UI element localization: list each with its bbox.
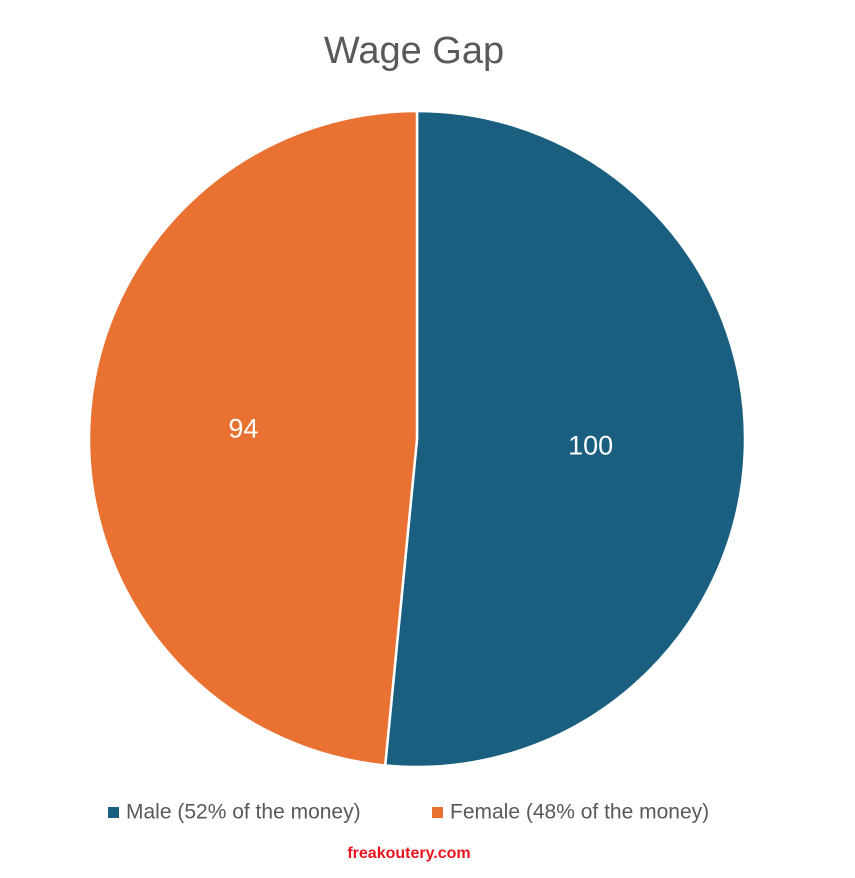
legend-swatch <box>432 807 443 818</box>
watermark: freakoutery.com <box>347 845 470 862</box>
data-label: 100 <box>568 431 613 461</box>
legend-label: Male (52% of the money) <box>126 801 361 824</box>
chart-title: Wage Gap <box>324 30 504 72</box>
legend-label: Female (48% of the money) <box>450 801 709 824</box>
data-label: 94 <box>228 414 258 444</box>
pie-slice <box>87 109 419 767</box>
pie-slice <box>383 109 747 769</box>
legend-swatch <box>108 807 119 818</box>
